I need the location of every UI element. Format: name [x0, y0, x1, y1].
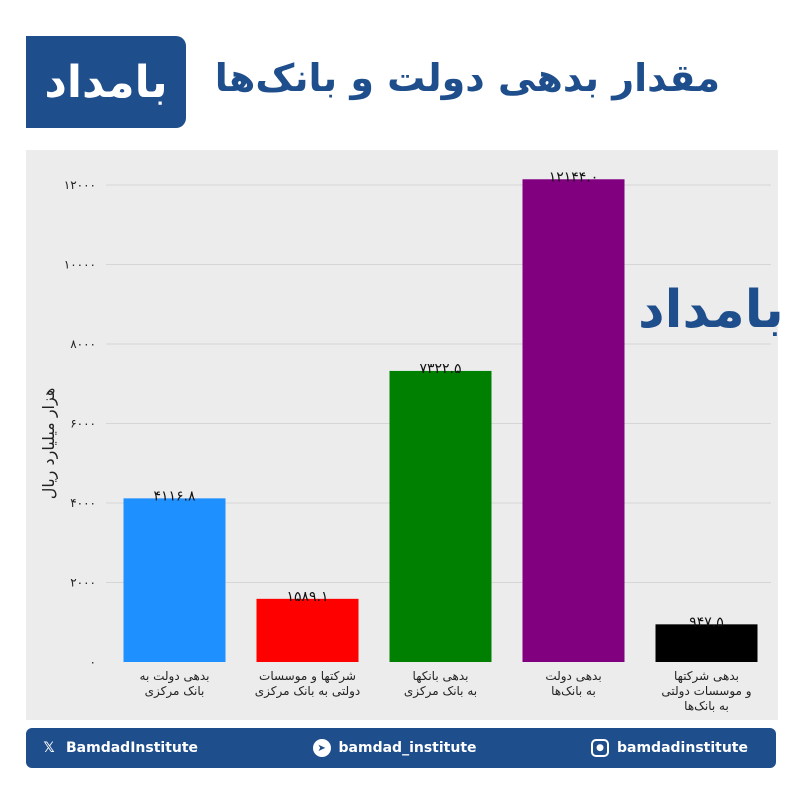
social-x[interactable]: 𝕏 BamdadInstitute [40, 739, 198, 757]
y-tick-label: ۰ [90, 655, 96, 669]
chart-area: ۰ ۲۰۰۰ ۴۰۰۰ ۶۰۰۰ ۸۰۰۰ ۱۰۰۰۰ ۱۲۰۰۰ هزار میلیارد … [26, 150, 784, 720]
instagram-handle: bamdadinstitute [617, 740, 748, 756]
bar [256, 598, 359, 662]
x-tick-label: شرکتها و موسسات [259, 669, 356, 684]
x-tick-label: و موسسات دولتی [661, 684, 751, 699]
logo: بامداد [44, 56, 168, 108]
x-handle: BamdadInstitute [66, 740, 199, 756]
x-tick-label: بدهی دولت [545, 669, 601, 684]
y-tick-label: ۸۰۰۰ [70, 337, 96, 351]
bar-chart: ۰ ۲۰۰۰ ۴۰۰۰ ۶۰۰۰ ۸۰۰۰ ۱۰۰۰۰ ۱۲۰۰۰ هزار میلیارد … [39, 169, 771, 713]
footer: 𝕏 BamdadInstitute ➤ bamdad_institute ● b… [26, 728, 776, 768]
x-tick-label: به بانک‌ها [551, 684, 596, 698]
x-logo-icon: 𝕏 [43, 740, 55, 756]
y-tick-label: ۶۰۰۰ [70, 417, 96, 431]
x-tick-label: بانک مرکزی [145, 684, 205, 699]
telegram-handle: bamdad_institute [338, 740, 477, 756]
y-tick-label: ۲۰۰۰ [70, 576, 96, 590]
x-tick-label: دولتی به بانک مرکزی [255, 684, 361, 699]
x-tick-label: بدهی دولت به [140, 669, 210, 684]
logo-box: بامداد [26, 36, 186, 128]
y-axis-label: هزار میلیارد ریال [39, 388, 59, 500]
x-tick-label: بدهی بانکها [413, 669, 469, 683]
data-label: ۱۲۱۴۴.۰ [549, 169, 599, 185]
bar [655, 624, 758, 662]
page-title: مقدار بدهی دولت و بانک‌ها [214, 56, 720, 100]
social-instagram[interactable]: ● bamdadinstitute [591, 739, 748, 757]
social-telegram[interactable]: ➤ bamdad_institute [312, 739, 477, 757]
x-tick-label: به بانک‌ها [684, 699, 729, 713]
watermark-logo: بامداد [638, 280, 784, 340]
data-label: ۱۵۸۹.۱ [286, 589, 328, 605]
telegram-icon: ➤ [312, 739, 331, 757]
y-tick-label: ۴۰۰۰ [70, 496, 96, 510]
bar [123, 498, 226, 662]
y-tick-label: ۱۲۰۰۰ [64, 178, 96, 192]
bar [522, 179, 625, 662]
y-tick-label: ۱۰۰۰۰ [64, 258, 96, 272]
data-label: ۷۳۲۲.۵ [419, 361, 461, 377]
x-tick-label: بدهی شرکتها [674, 669, 739, 684]
data-label: ۹۴۷.۵ [689, 614, 724, 630]
instagram-icon: ● [591, 739, 609, 757]
x-tick-label: به بانک مرکزی [404, 684, 477, 699]
data-label: ۴۱۱۶.۸ [153, 488, 196, 504]
bar [389, 370, 492, 662]
